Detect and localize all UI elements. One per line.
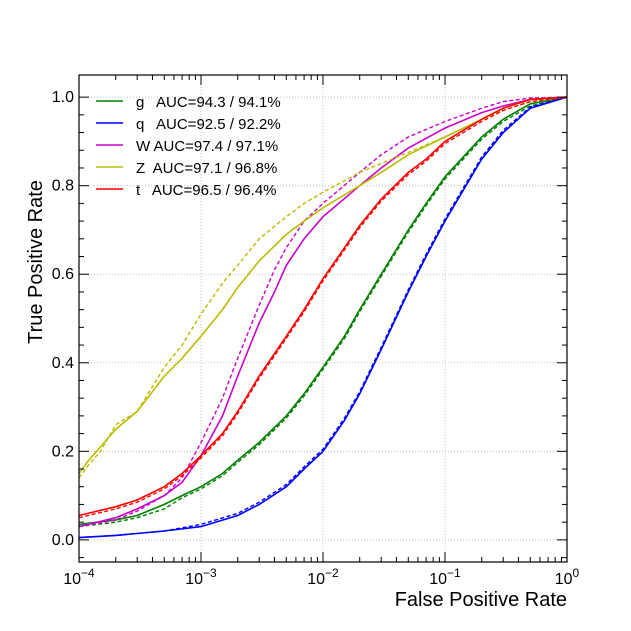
series-line-dashed (78, 96, 568, 528)
series-line-dashed (78, 96, 568, 539)
y-tick-label: 0.4 (52, 355, 74, 372)
series-layer (78, 96, 568, 539)
series-line-dashed (78, 96, 568, 528)
y-axis-label: True Positive Rate (25, 180, 47, 344)
series-line-solid (78, 96, 568, 474)
legend-label: t AUC=96.5 / 96.4% (136, 182, 277, 199)
y-tick-label: 0.8 (52, 178, 74, 195)
x-tick-label: 100 (555, 566, 580, 588)
series-line-solid (78, 96, 568, 528)
y-tick-label: 1.0 (52, 89, 74, 106)
y-tick-label: 0.0 (52, 532, 74, 549)
series-line-dashed (78, 96, 568, 519)
x-tick-label: 10−3 (185, 566, 217, 588)
legend-label: g AUC=94.3 / 94.1% (136, 94, 281, 111)
y-tick-label: 0.6 (52, 266, 74, 283)
legend-label: Z AUC=97.1 / 96.8% (136, 160, 277, 177)
y-tick-label: 0.2 (52, 443, 74, 460)
x-tick-label: 10−1 (429, 566, 461, 588)
ticks-layer: 10−4 10−3 10−2 10−1 100 0.0 0.2 0.4 0.6 0.8 1.0 (52, 75, 580, 588)
legend-label: W AUC=97.4 / 97.1% (136, 138, 278, 155)
series-line-solid (78, 96, 568, 539)
series-line-solid (78, 96, 568, 526)
series-line-solid (78, 96, 568, 517)
legend: g AUC=94.3 / 94.1% q AUC=92.5 / 92.2% W AU… (96, 94, 281, 199)
legend-label: q AUC=92.5 / 92.2% (136, 116, 281, 133)
x-tick-label: 10−4 (63, 566, 95, 588)
x-axis-label: False Positive Rate (395, 589, 567, 611)
x-tick-label: 10−2 (307, 566, 339, 588)
